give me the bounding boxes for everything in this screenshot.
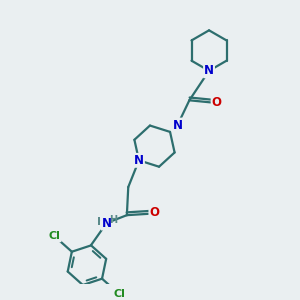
Text: O: O — [212, 96, 222, 109]
Text: Cl: Cl — [113, 289, 125, 299]
Text: H: H — [97, 217, 106, 226]
Text: N: N — [134, 154, 144, 167]
Text: O: O — [149, 206, 159, 219]
Text: N: N — [101, 215, 111, 228]
Text: N: N — [102, 217, 112, 230]
Text: N: N — [204, 64, 214, 77]
Text: Cl: Cl — [49, 231, 61, 242]
Text: N: N — [172, 118, 182, 131]
Text: H: H — [109, 215, 117, 225]
